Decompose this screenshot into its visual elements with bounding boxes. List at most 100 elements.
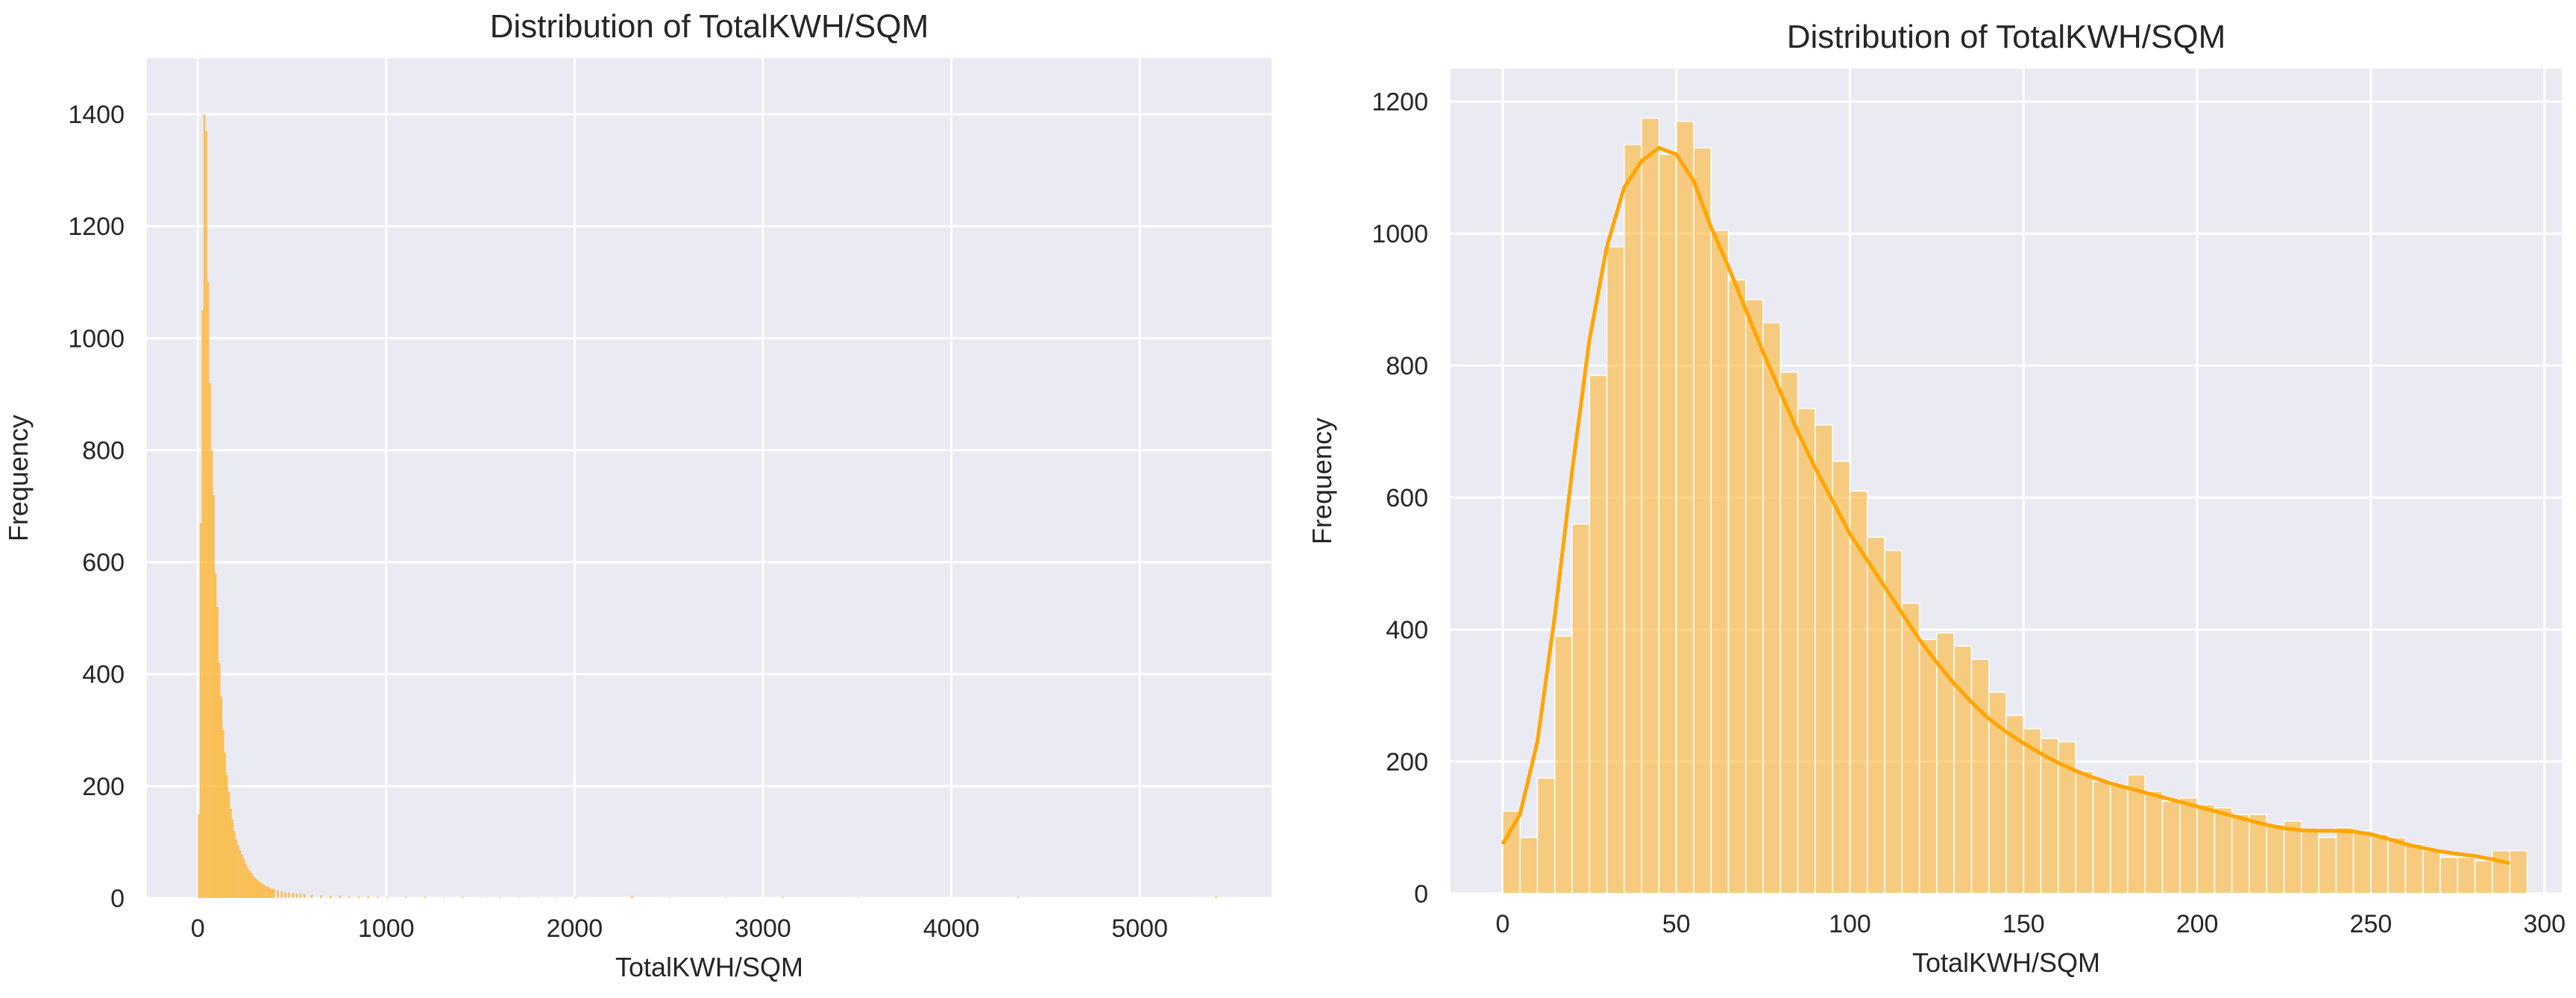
y-tick-label: 400 (82, 661, 125, 689)
histogram-bar (201, 310, 204, 898)
histogram-bar (280, 891, 283, 898)
x-tick-label: 50 (1662, 910, 1691, 938)
histogram-bar (241, 854, 243, 898)
histogram-bar (2318, 837, 2337, 894)
histogram-bar (216, 606, 219, 898)
chart-title: Distribution of TotalKWH/SQM (490, 8, 929, 45)
x-tick-label: 4000 (923, 914, 980, 943)
histogram-bar (1017, 897, 1020, 898)
histogram-bar (231, 819, 234, 898)
histogram-bar (1953, 645, 1973, 894)
histogram-bar (668, 897, 671, 898)
histogram-bar (227, 791, 230, 898)
histogram-bar (1658, 154, 1677, 894)
histogram-bar (1762, 321, 1782, 894)
histogram-bar (2492, 850, 2510, 894)
histogram-bar (263, 885, 266, 898)
x-tick-label: 0 (191, 914, 205, 943)
histogram-bar (348, 896, 351, 898)
histogram-bar (2179, 797, 2198, 894)
y-tick-label: 600 (1386, 484, 1428, 512)
histogram-bar (214, 573, 217, 898)
histogram-bar (2457, 856, 2476, 894)
histogram-bar (725, 897, 727, 898)
histogram-bar (574, 897, 577, 898)
y-tick-label: 200 (1386, 748, 1428, 776)
histogram-bar (2249, 814, 2267, 894)
histogram-bar (1554, 635, 1573, 894)
histogram-bar (207, 282, 210, 898)
histogram-bar (1710, 230, 1730, 894)
chart-title: Distribution of TotalKWH/SQM (1787, 19, 2225, 55)
x-tick-label: 150 (2002, 910, 2045, 938)
histogram-bar (1606, 246, 1625, 894)
y-tick-label: 0 (1414, 880, 1428, 908)
histogram-bar (2196, 803, 2216, 894)
histogram-bar (2352, 830, 2372, 894)
x-tick-label: 200 (2176, 910, 2219, 938)
histogram-bar (250, 873, 253, 898)
histogram-bar (556, 897, 558, 898)
histogram-bar (2335, 826, 2354, 894)
histogram-bar (222, 729, 224, 898)
histogram-bar (2231, 814, 2250, 894)
y-tick-label: 1000 (1372, 220, 1428, 248)
histogram-bar (199, 523, 202, 898)
histogram-bar (857, 897, 859, 898)
histogram-bar (2474, 860, 2493, 894)
histogram-bar (2440, 856, 2459, 894)
histogram-bar (303, 894, 306, 898)
x-tick-label: 5000 (1111, 914, 1168, 943)
histogram-bar (1779, 371, 1799, 894)
histogram-bar (203, 114, 206, 899)
histogram-bar (242, 859, 245, 898)
histogram-bar (536, 897, 539, 898)
histogram-bar (424, 897, 426, 898)
histogram-bar (292, 893, 295, 898)
histogram-bar (330, 895, 332, 898)
histogram-bar (357, 896, 360, 898)
histogram-bar (2266, 823, 2285, 894)
histogram-bar (386, 897, 389, 898)
y-tick-label: 400 (1386, 616, 1428, 644)
histogram-bar (198, 814, 200, 898)
x-tick-label: 300 (2523, 910, 2566, 938)
y-tick-label: 800 (82, 436, 125, 465)
x-tick-label: 250 (2350, 910, 2393, 938)
histogram-bar (1624, 144, 1642, 894)
y-axis-label: Frequency (1307, 418, 1337, 544)
x-tick-label: 100 (1829, 910, 1871, 938)
histogram-bar (299, 893, 302, 898)
y-tick-label: 1400 (68, 101, 125, 129)
histogram-bar (256, 879, 259, 898)
histogram-bar (269, 888, 271, 898)
histogram-bar (295, 893, 298, 898)
histogram-bar (213, 495, 215, 898)
histogram-bar (220, 696, 223, 898)
histogram-bar (499, 897, 501, 898)
histogram-bar (2370, 833, 2389, 894)
histogram-bar (2092, 780, 2111, 894)
histogram-bar (2109, 784, 2129, 894)
x-axis-label: TotalKWH/SQM (1912, 947, 2100, 978)
histogram-bar (258, 881, 260, 898)
histogram-bar (205, 131, 207, 898)
histogram-bar (2283, 820, 2302, 894)
histogram-bar (1918, 638, 1938, 894)
histogram-bar (273, 888, 275, 898)
histogram-bar (1641, 117, 1660, 894)
histogram-bar (271, 888, 274, 898)
histogram-bar (1502, 810, 1521, 894)
histogram-bar (377, 897, 379, 898)
histogram-bar (246, 867, 249, 898)
histogram-bar (1901, 602, 1920, 894)
histogram-bar (1745, 298, 1764, 894)
histogram-bar (218, 662, 221, 898)
histogram-bar (2387, 837, 2407, 894)
histogram-bar (2422, 850, 2441, 894)
histogram-bar (2404, 843, 2424, 894)
y-tick-label: 1000 (68, 324, 125, 353)
histogram-bar (1849, 490, 1868, 894)
y-tick-label: 800 (1386, 352, 1428, 380)
